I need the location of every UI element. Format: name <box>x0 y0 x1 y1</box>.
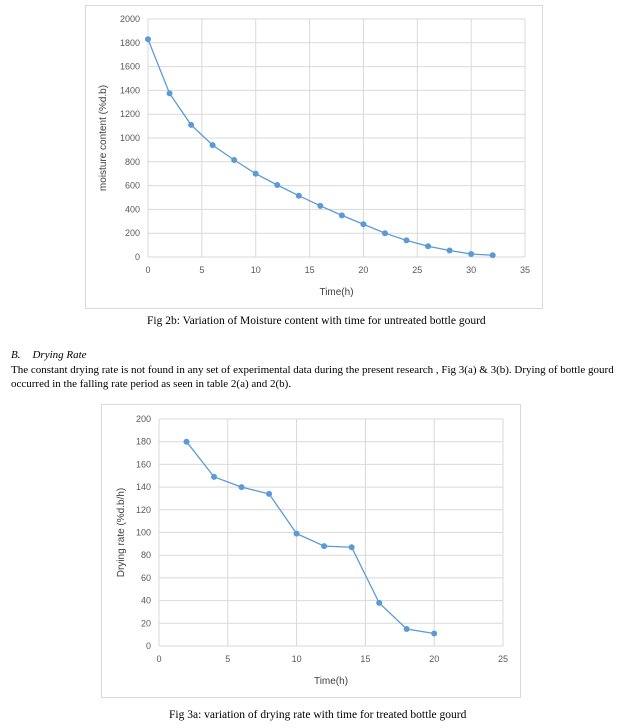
data-point <box>360 221 367 228</box>
y-tick-label: 1600 <box>120 62 140 72</box>
data-point <box>231 157 238 164</box>
y-axis-title: Drying rate (%d.b/h) <box>116 488 127 577</box>
data-point <box>188 121 195 128</box>
body-paragraph: The constant drying rate is not found in… <box>11 364 614 390</box>
y-tick-label: 1400 <box>120 85 140 95</box>
x-tick-label: 0 <box>156 654 161 664</box>
data-point <box>266 490 273 497</box>
x-tick-label: 30 <box>466 265 476 275</box>
y-axis-title: moisture content (%d.b) <box>98 85 109 191</box>
y-tick-label: 180 <box>136 437 151 447</box>
moisture-content-chart-svg: 0 200 400 600 800 1000 1200 1400 1600 1800 2000 0 5 1… <box>98 14 530 298</box>
x-axis-title: Time(h) <box>319 287 353 298</box>
x-tick-label: 15 <box>305 265 315 275</box>
y-tick-label: 1000 <box>120 133 140 143</box>
y-tick-label: 80 <box>141 550 151 560</box>
y-tick-label: 200 <box>125 228 140 238</box>
data-point <box>403 237 410 244</box>
y-tick-label: 800 <box>125 157 140 167</box>
x-tick-label: 15 <box>360 654 370 664</box>
data-point <box>425 243 432 250</box>
data-point <box>403 625 410 632</box>
series-line <box>186 441 435 635</box>
data-point <box>145 36 151 43</box>
x-tick-label: 25 <box>498 654 508 664</box>
y-tick-label: 160 <box>136 459 151 469</box>
figure-caption-3a: Fig 3a: variation of drying rate with ti… <box>169 709 467 721</box>
section-heading: B. Drying Rate <box>11 349 87 361</box>
drying-rate-chart: 0 20 40 60 80 100 120 140 160 180 200 0 5 10 15 20 25 Tim… <box>101 404 521 698</box>
y-tick-label: 1800 <box>120 38 140 48</box>
y-tick-label: 120 <box>136 505 151 515</box>
y-tick-label: 400 <box>125 204 140 214</box>
y-tick-label: 40 <box>141 596 151 606</box>
section-number: B. <box>11 349 21 361</box>
data-point <box>183 438 190 445</box>
data-point <box>348 544 355 551</box>
y-tick-label: 100 <box>136 528 151 538</box>
y-tick-label: 20 <box>141 618 151 628</box>
figure-caption-2b: Fig 2b: Variation of Moisture content wi… <box>147 315 486 327</box>
data-point <box>238 484 245 491</box>
x-tick-label: 5 <box>225 654 230 664</box>
data-point <box>317 202 324 209</box>
y-tick-label: 60 <box>141 573 151 583</box>
data-point <box>321 543 328 550</box>
data-point <box>295 192 302 199</box>
x-tick-label: 20 <box>429 654 439 664</box>
x-tick-label: 10 <box>251 265 261 275</box>
x-tick-label: 10 <box>292 654 302 664</box>
x-tick-label: 20 <box>358 265 368 275</box>
x-tick-label: 35 <box>520 265 530 275</box>
x-tick-label: 5 <box>199 265 204 275</box>
y-tick-label: 0 <box>146 641 151 651</box>
data-point <box>293 530 300 537</box>
y-tick-label: 1200 <box>120 109 140 119</box>
x-axis-title: Time(h) <box>314 676 348 687</box>
data-point <box>166 90 173 97</box>
section-title: Drying Rate <box>32 349 87 361</box>
data-point <box>468 251 475 258</box>
y-tick-label: 0 <box>135 252 140 262</box>
x-tick-label: 25 <box>412 265 422 275</box>
data-point <box>252 170 259 177</box>
data-point <box>431 630 438 637</box>
data-point <box>274 182 281 189</box>
x-tick-label: 0 <box>145 265 150 275</box>
data-point <box>381 230 388 237</box>
moisture-content-chart: 0 200 400 600 800 1000 1200 1400 1600 1800 2000 0 5 1… <box>85 5 543 309</box>
y-tick-label: 2000 <box>120 14 140 24</box>
data-point <box>338 212 345 219</box>
drying-rate-chart-svg: 0 20 40 60 80 100 120 140 160 180 200 0 5 10 15 20 25 Tim… <box>116 414 508 687</box>
y-tick-label: 200 <box>136 414 151 424</box>
data-point <box>376 599 383 606</box>
data-point <box>211 473 218 480</box>
data-point <box>489 252 496 259</box>
series-line <box>147 38 493 256</box>
data-point <box>446 247 453 254</box>
y-tick-label: 600 <box>125 181 140 191</box>
data-point <box>209 142 216 149</box>
y-tick-label: 140 <box>136 482 151 492</box>
